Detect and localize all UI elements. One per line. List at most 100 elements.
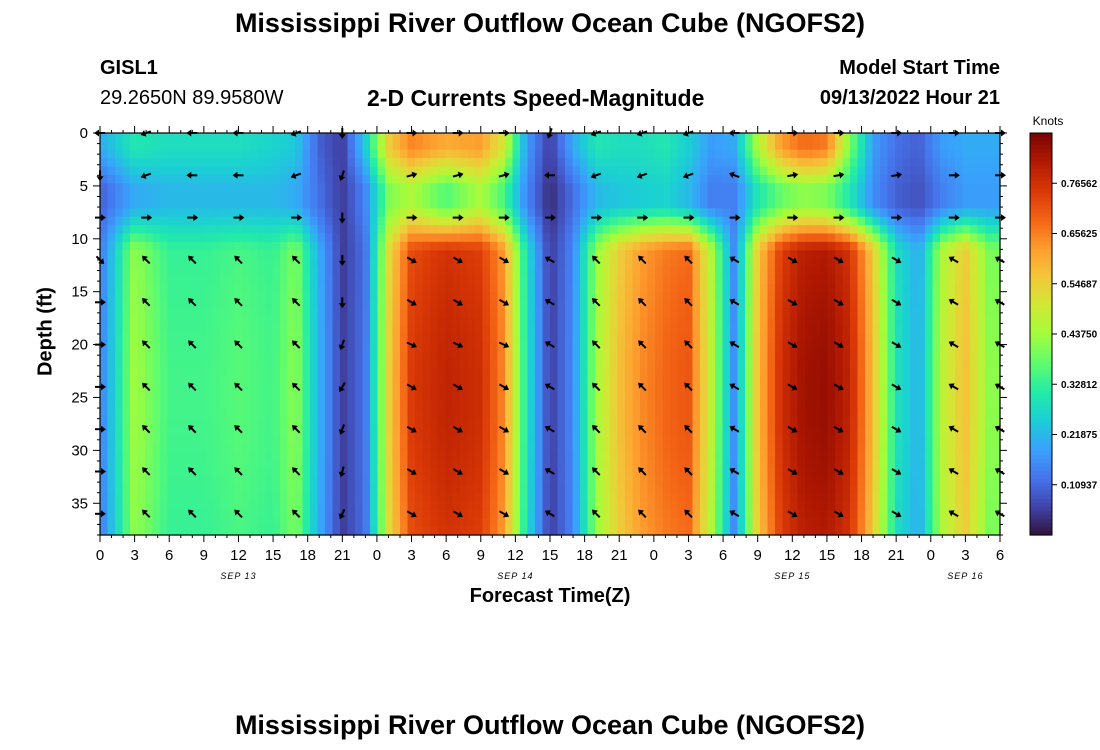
heatmap-cell <box>917 191 926 201</box>
heatmap-cell <box>377 392 386 402</box>
heatmap-cell <box>287 359 296 369</box>
heatmap-cell <box>392 300 401 310</box>
heatmap-cell <box>730 149 739 159</box>
heatmap-cell <box>625 426 634 436</box>
heatmap-cell <box>970 241 979 251</box>
heatmap-cell <box>107 258 116 268</box>
heatmap-cell <box>362 384 371 394</box>
heatmap-cell <box>625 409 634 419</box>
heatmap-cell <box>160 476 169 486</box>
heatmap-cell <box>752 317 761 327</box>
heatmap-cell <box>265 241 274 251</box>
heatmap-cell <box>610 174 619 184</box>
heatmap-cell <box>842 241 851 251</box>
heatmap-cell <box>160 292 169 302</box>
heatmap-cell <box>655 275 664 285</box>
heatmap-cell <box>212 250 221 260</box>
heatmap-cell <box>992 409 1001 419</box>
heatmap-cell <box>692 367 701 377</box>
heatmap-cell <box>692 158 701 168</box>
heatmap-cell <box>527 409 536 419</box>
heatmap-cell <box>760 459 769 469</box>
heatmap-cell <box>707 417 716 427</box>
heatmap-cell <box>835 442 844 452</box>
heatmap-cell <box>962 392 971 402</box>
heatmap-cell <box>167 250 176 260</box>
heatmap-cell <box>167 292 176 302</box>
heatmap-cell <box>482 292 491 302</box>
heatmap-cell <box>857 359 866 369</box>
heatmap-cell <box>302 468 311 477</box>
heatmap-cell <box>340 451 349 461</box>
heatmap-cell <box>827 208 836 218</box>
heatmap-cell <box>475 191 484 201</box>
heatmap-cell <box>617 401 626 410</box>
heatmap-cell <box>985 459 994 469</box>
heatmap-cell <box>820 468 829 477</box>
heatmap-cell <box>640 233 649 243</box>
heatmap-cell <box>527 258 536 268</box>
heatmap-cell <box>295 375 304 385</box>
heatmap-cell <box>130 225 139 235</box>
heatmap-cell <box>310 468 319 477</box>
heatmap-cell <box>287 426 296 436</box>
heatmap-cell <box>692 141 701 151</box>
heatmap-cell <box>962 183 971 193</box>
heatmap-cell <box>385 183 394 193</box>
heatmap-cell <box>317 241 326 251</box>
heatmap-cell <box>775 241 784 251</box>
heatmap-cell <box>400 300 409 310</box>
heatmap-cell <box>677 250 686 260</box>
heatmap-cell <box>632 451 641 461</box>
heatmap-cell <box>130 292 139 302</box>
heatmap-cell <box>340 459 349 469</box>
heatmap-cell <box>610 468 619 477</box>
heatmap-cell <box>677 158 686 168</box>
heatmap-cell <box>212 267 221 276</box>
heatmap-cell <box>445 250 454 260</box>
heatmap-cell <box>467 250 476 260</box>
heatmap-cell <box>940 166 949 176</box>
heatmap-cell <box>940 325 949 335</box>
heatmap-cell <box>707 317 716 327</box>
heatmap-cell <box>325 233 334 243</box>
heatmap-cell <box>730 191 739 201</box>
heatmap-cell <box>850 258 859 268</box>
heatmap-cell <box>962 241 971 251</box>
heatmap-cell <box>242 375 251 385</box>
heatmap-cell <box>280 300 289 310</box>
heatmap-cell <box>700 183 709 193</box>
heatmap-cell <box>295 434 304 444</box>
heatmap-cell <box>407 183 416 193</box>
heatmap-cell <box>932 325 941 335</box>
heatmap-cell <box>152 434 161 444</box>
heatmap-cell <box>535 283 544 293</box>
heatmap-cell <box>970 367 979 377</box>
heatmap-cell <box>475 283 484 293</box>
heatmap-cell <box>122 442 131 452</box>
heatmap-cell <box>257 149 266 159</box>
heatmap-cell <box>550 451 559 461</box>
heatmap-cell <box>137 283 146 293</box>
heatmap-cell <box>775 183 784 193</box>
heatmap-cell <box>347 216 356 226</box>
heatmap-cell <box>805 283 814 293</box>
heatmap-cell <box>542 468 551 477</box>
heatmap-cell <box>437 267 446 276</box>
heatmap-cell <box>647 133 656 142</box>
heatmap-cell <box>287 409 296 419</box>
heatmap-cell <box>407 451 416 461</box>
heatmap-cell <box>137 233 146 243</box>
heatmap-cell <box>722 258 731 268</box>
heatmap-cell <box>257 166 266 176</box>
heatmap-cell <box>602 158 611 168</box>
heatmap-cell <box>115 300 124 310</box>
heatmap-cell <box>167 359 176 369</box>
heatmap-cell <box>940 468 949 477</box>
heatmap-cell <box>347 317 356 327</box>
heatmap-cell <box>947 258 956 268</box>
heatmap-cell <box>167 451 176 461</box>
heatmap-cell <box>700 308 709 318</box>
heatmap-cell <box>460 216 469 226</box>
heatmap-cell <box>280 375 289 385</box>
